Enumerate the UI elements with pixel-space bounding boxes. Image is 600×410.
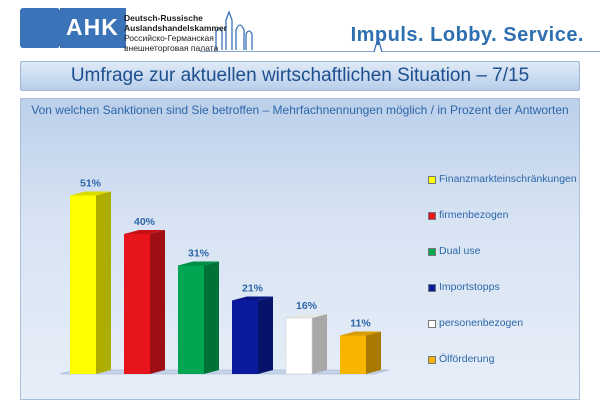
bar-value-label: 21%	[242, 283, 264, 295]
legend-swatch	[428, 356, 436, 364]
legend-label: firmenbezogen	[439, 209, 509, 221]
bar-side	[150, 230, 165, 374]
chart-floor	[59, 369, 390, 375]
bar-chart: 51% 40% 31% 21% 16% 11%	[59, 178, 390, 375]
header: AHK Deutsch-Russische Auslandshandelskam…	[0, 0, 600, 56]
bar-side	[366, 331, 381, 374]
bar-top	[124, 230, 165, 234]
legend-swatch	[428, 212, 436, 220]
bar-top	[232, 296, 273, 301]
bar-front	[285, 317, 313, 375]
bar-top	[286, 314, 327, 318]
bar-value-label: 40%	[134, 216, 156, 228]
bar-top	[340, 331, 381, 336]
bar-front	[178, 265, 204, 374]
bar-side	[312, 314, 327, 374]
bar-4: 21%	[232, 283, 273, 374]
legend-swatch	[428, 248, 436, 256]
org-line-2: Auslandshandelskammer	[124, 23, 227, 33]
bar-side	[96, 191, 111, 374]
bar-top	[70, 191, 111, 196]
legend-swatch	[428, 284, 436, 292]
logo-text: AHK	[66, 14, 119, 40]
bar-2: 40%	[124, 216, 165, 374]
slide-title: Umfrage zur aktuellen wirtschaftlichen S…	[20, 61, 580, 91]
logo-badge	[20, 8, 60, 48]
bar-front	[232, 300, 258, 374]
legend-label: Importstopps	[439, 281, 500, 293]
bar-front	[340, 335, 366, 374]
bar-side	[258, 296, 273, 374]
skyline-icon	[200, 10, 600, 52]
legend-label: Finanzmarkteinschränkungen	[439, 173, 577, 185]
bar-value-label: 51%	[80, 178, 102, 190]
legend-label: Ölförderung	[439, 353, 495, 365]
bar-5: 16%	[285, 300, 327, 375]
bar-value-label: 11%	[350, 318, 371, 330]
bar-3: 31%	[178, 248, 219, 374]
organization-name: Deutsch-Russische Auslandshandelskammer …	[124, 13, 227, 53]
bar-value-label: 31%	[188, 248, 210, 260]
motto: Impuls. Lobby. Service.	[350, 24, 584, 46]
bar-front	[70, 195, 96, 374]
chart-title: Von welchen Sanktionen sind Sie betroffe…	[31, 103, 569, 117]
bar-1: 51%	[70, 178, 111, 374]
bar-6: 11%	[340, 318, 381, 374]
bar-top	[178, 261, 219, 266]
bar-value-label: 16%	[296, 300, 318, 312]
org-line-3: Российско-Германская	[124, 33, 214, 43]
legend-label: personenbezogen	[439, 317, 524, 329]
logo-strip	[60, 8, 126, 48]
bar-front	[124, 234, 150, 374]
org-line-4: внешнеторговая палата	[124, 43, 219, 53]
chart-legend: Finanzmarkteinschränkungen firmenbezogen D…	[428, 172, 598, 372]
bar-side	[204, 261, 219, 374]
legend-swatch	[428, 176, 436, 184]
legend-swatch	[428, 320, 436, 328]
org-line-1: Deutsch-Russische	[124, 13, 203, 23]
legend-label: Dual use	[439, 245, 481, 257]
